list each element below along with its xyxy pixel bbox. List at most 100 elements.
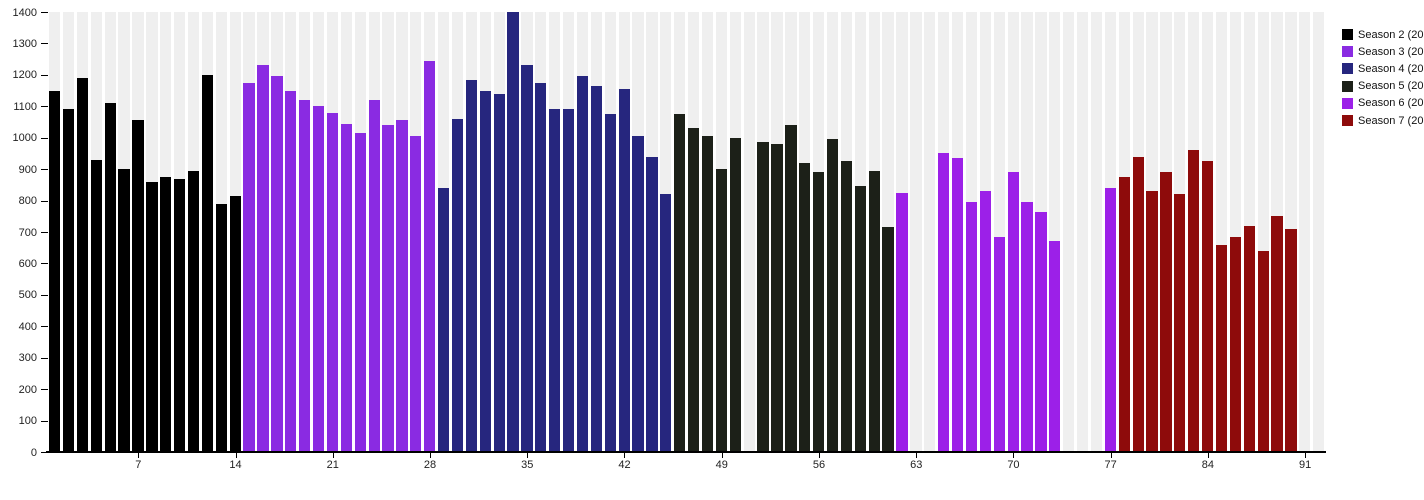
bar-episode-38[interactable] bbox=[562, 109, 575, 452]
bar-episode-55[interactable] bbox=[799, 162, 811, 452]
bar-episode-46[interactable] bbox=[674, 114, 686, 452]
bar-episode-20[interactable] bbox=[312, 106, 325, 452]
legend-item-season-7-20[interactable]: Season 7 (20 bbox=[1342, 112, 1423, 129]
bar-episode-11[interactable] bbox=[187, 170, 200, 452]
bar-episode-42[interactable] bbox=[618, 89, 630, 452]
bar-episode-83[interactable] bbox=[1188, 150, 1200, 452]
bar-episode-44[interactable] bbox=[646, 156, 658, 452]
bar-episode-79[interactable] bbox=[1132, 156, 1144, 452]
y-tick-label: 300 bbox=[18, 352, 37, 365]
bar-episode-10[interactable] bbox=[174, 178, 186, 452]
bar-episode-82[interactable] bbox=[1174, 194, 1186, 452]
bar-episode-85[interactable] bbox=[1215, 244, 1228, 452]
bar-episode-87[interactable] bbox=[1243, 225, 1255, 452]
bar-episode-41[interactable] bbox=[604, 114, 616, 452]
bar-episode-24[interactable] bbox=[368, 100, 380, 452]
bar-episode-59[interactable] bbox=[854, 186, 866, 452]
bar-episode-66[interactable] bbox=[951, 158, 964, 452]
bar-episode-8[interactable] bbox=[146, 181, 158, 452]
y-tick-label: 500 bbox=[18, 289, 37, 302]
bar-episode-28[interactable] bbox=[424, 60, 436, 452]
bar-episode-13[interactable] bbox=[215, 203, 227, 452]
bar-episode-62[interactable] bbox=[896, 192, 908, 452]
bar-episode-37[interactable] bbox=[549, 109, 561, 452]
bar-episode-15[interactable] bbox=[243, 82, 255, 452]
bar-episode-32[interactable] bbox=[479, 90, 491, 452]
bar-episode-61[interactable] bbox=[882, 227, 894, 452]
bar-episode-16[interactable] bbox=[257, 65, 269, 452]
y-tick-label: 1000 bbox=[12, 132, 37, 145]
bar-episode-54[interactable] bbox=[785, 125, 797, 452]
bar-episode-39[interactable] bbox=[576, 76, 589, 452]
bar-episode-48[interactable] bbox=[701, 136, 714, 452]
bar-episode-47[interactable] bbox=[688, 128, 700, 452]
bar-episode-81[interactable] bbox=[1160, 172, 1172, 452]
bar-episode-12[interactable] bbox=[201, 74, 214, 452]
bar-episode-34[interactable] bbox=[507, 12, 519, 452]
bar-episode-73[interactable] bbox=[1049, 241, 1061, 452]
legend-item-season-2-20[interactable]: Season 2 (20 bbox=[1342, 26, 1423, 43]
y-tick bbox=[41, 326, 48, 328]
bar-episode-26[interactable] bbox=[396, 120, 408, 452]
y-tick-label: 400 bbox=[18, 320, 37, 333]
bar-episode-35[interactable] bbox=[521, 65, 533, 452]
bar-episode-36[interactable] bbox=[535, 82, 547, 452]
bar-episode-3[interactable] bbox=[76, 78, 89, 452]
y-tick-label: 200 bbox=[18, 383, 37, 396]
legend-item-season-5-20[interactable]: Season 5 (20 bbox=[1342, 78, 1423, 95]
bar-episode-4[interactable] bbox=[90, 159, 102, 452]
x-tick bbox=[430, 453, 431, 458]
bar-episode-65[interactable] bbox=[938, 153, 950, 452]
bar-episode-56[interactable] bbox=[813, 172, 825, 452]
x-tick bbox=[1207, 453, 1209, 458]
bar-episode-19[interactable] bbox=[299, 100, 311, 452]
bar-episode-9[interactable] bbox=[160, 177, 172, 452]
bar-episode-5[interactable] bbox=[104, 103, 116, 452]
legend-item-season-4-20[interactable]: Season 4 (20 bbox=[1342, 60, 1423, 77]
bar-episode-52[interactable] bbox=[757, 142, 769, 452]
slot-stripe bbox=[1049, 12, 1061, 452]
bar-episode-2[interactable] bbox=[62, 109, 75, 452]
bar-episode-27[interactable] bbox=[410, 136, 422, 452]
bar-episode-30[interactable] bbox=[451, 118, 464, 452]
legend-item-season-6-20[interactable]: Season 6 (20 bbox=[1342, 95, 1423, 112]
bar-episode-25[interactable] bbox=[382, 125, 394, 452]
bar-episode-72[interactable] bbox=[1035, 211, 1047, 452]
bar-episode-89[interactable] bbox=[1271, 216, 1283, 452]
bar-episode-58[interactable] bbox=[840, 161, 853, 452]
bar-episode-21[interactable] bbox=[326, 112, 339, 452]
bar-episode-67[interactable] bbox=[965, 202, 978, 452]
bar-episode-88[interactable] bbox=[1257, 250, 1269, 452]
bar-episode-70[interactable] bbox=[1007, 172, 1019, 452]
bar-episode-84[interactable] bbox=[1201, 161, 1214, 452]
bar-episode-53[interactable] bbox=[771, 144, 783, 452]
bar-episode-68[interactable] bbox=[979, 191, 991, 452]
bar-episode-78[interactable] bbox=[1118, 177, 1130, 452]
bar-episode-77[interactable] bbox=[1104, 188, 1117, 452]
bar-episode-86[interactable] bbox=[1229, 236, 1242, 452]
bar-episode-22[interactable] bbox=[340, 123, 352, 452]
bar-episode-43[interactable] bbox=[632, 136, 644, 452]
bar-episode-7[interactable] bbox=[132, 120, 144, 452]
bar-episode-57[interactable] bbox=[826, 139, 839, 452]
legend-item-season-3-20[interactable]: Season 3 (20 bbox=[1342, 43, 1423, 60]
bar-episode-49[interactable] bbox=[715, 169, 728, 452]
bar-episode-29[interactable] bbox=[437, 188, 450, 452]
bar-episode-31[interactable] bbox=[465, 79, 478, 452]
bar-episode-14[interactable] bbox=[229, 195, 241, 452]
bar-episode-69[interactable] bbox=[993, 236, 1005, 452]
bar-episode-71[interactable] bbox=[1021, 202, 1033, 452]
bar-episode-6[interactable] bbox=[118, 169, 130, 452]
bar-episode-18[interactable] bbox=[285, 90, 297, 452]
bar-episode-50[interactable] bbox=[729, 137, 741, 452]
bar-episode-17[interactable] bbox=[271, 76, 283, 452]
bar-episode-60[interactable] bbox=[868, 170, 880, 452]
bar-episode-1[interactable] bbox=[49, 90, 61, 452]
bar-episode-40[interactable] bbox=[590, 85, 603, 452]
x-tick-label: 91 bbox=[1299, 459, 1312, 471]
bar-episode-33[interactable] bbox=[493, 93, 505, 452]
bar-episode-45[interactable] bbox=[660, 194, 672, 452]
bar-episode-23[interactable] bbox=[354, 133, 366, 452]
bar-episode-80[interactable] bbox=[1146, 191, 1158, 452]
bar-episode-90[interactable] bbox=[1285, 228, 1297, 452]
